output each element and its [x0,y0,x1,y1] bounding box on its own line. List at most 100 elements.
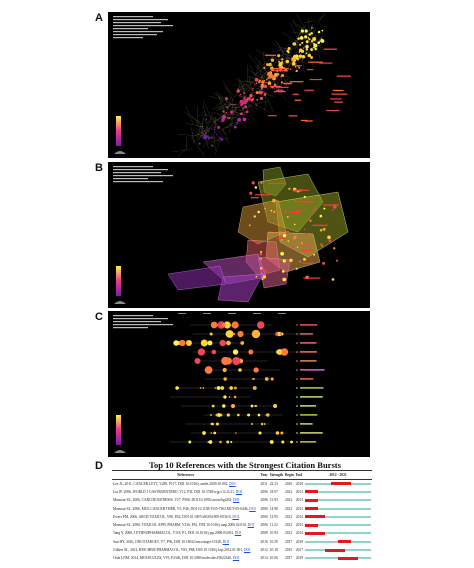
table-row: Mansour SL, 2006, MOL CANCER THER, V5, P… [112,504,372,512]
year-cell: 2006 [260,506,268,511]
begin-cell: 2015 [285,548,293,553]
burst-bar [305,498,319,502]
reference-text: Tang Y, 2008, J ETHNOPHARMACOL, V118, P1… [113,531,234,536]
doi-link[interactable]: DOI [247,523,255,528]
reference-text: Mansour SL, 2006, CARCINOGENESIS, V27, P… [113,498,233,503]
timeline-track [305,515,371,519]
year-cell: 2006 [260,523,268,528]
panel-b-legend-text [113,166,173,183]
timeline-track [305,531,371,535]
burst-bar [305,531,325,535]
table-row: Lee JL, 2011, CANCER LETT, V285, P117, D… [112,480,372,488]
year-cell: 2006 [260,514,268,519]
timeline-cell [304,504,372,512]
panel-a-nodes [198,27,351,147]
begin-cell: 2016 [285,481,293,486]
timeline-cell [304,488,372,496]
begin-cell: 2012 [285,523,293,528]
reference-text: Liu JP, 2006, WORLD J GASTROENTERO, V12,… [113,489,235,494]
panel-c-cluster-rows [169,321,313,444]
begin-cell: 2012 [285,506,293,511]
panel-label-c: C [95,311,103,323]
year-cell: 2006 [260,489,268,494]
year-cell: 2016 [260,539,268,544]
reference-text: Ewers PM, 2006, ARCH TOXICOL, V80, P62, … [113,514,232,519]
reference-text: Mansour SL, 2006, MOL CANCER THER, V5, P… [113,506,249,511]
burst-table-title: Top 10 References with the Strongest Cit… [149,460,341,470]
end-cell: 2013 [295,498,303,503]
year-cell: 2011 [260,481,268,486]
doi-link[interactable]: DOI [243,548,251,553]
panel-label-d: D [95,460,103,472]
doi-link[interactable]: DOI [232,514,239,519]
panel-a-color-scale [116,116,121,146]
timeline-track [305,498,371,502]
timeline-track [305,556,371,560]
panel-c-logo [114,450,126,453]
timeline-track [305,482,371,486]
table-row: Mansour SL, 2006, CARCINOGENESIS, V27, P… [112,496,372,504]
table-row: Tang Y, 2008, J ETHNOPHARMACOL, V118, P1… [112,529,372,537]
end-cell: 2013 [295,523,303,528]
begin-cell: 2017 [285,539,293,544]
panel-a-svg [113,12,351,158]
timeline-track [305,490,371,494]
strength-cell: 12.95 [269,514,278,519]
reference-cell: Sun HY, 2016, ONCOTARGET, V7, P56, DOI 1… [112,538,260,546]
reference-cell: Lee JL, 2011, CANCER LETT, V285, P117, D… [112,480,260,488]
doi-link[interactable]: DOI [229,481,236,486]
panel-c-color-scale [116,415,121,445]
doi-link[interactable]: DOI [235,489,243,494]
panel-b-nodes [248,181,339,282]
panel-b-logo [114,301,126,304]
reference-cell: Gilbert SL, 2012, BIOCHEM PHARMACOL, V83… [112,546,260,554]
timeline-cell [304,554,372,562]
year-cell: 2006 [260,498,268,503]
burst-table: References Year Strength Begin End 2012 … [112,470,372,562]
burst-bar [305,490,319,494]
strength-cell: 22.33 [269,481,278,486]
timeline-cell [304,538,372,546]
strength-cell: 10.59 [269,539,278,544]
burst-bar [338,540,352,544]
table-row: Liu JP, 2006, WORLD J GASTROENTERO, V12,… [112,488,372,496]
panel-b-svg [113,166,349,304]
table-row: Orda LNM, 2014, MOLECULES, V19, P2346, D… [112,554,372,562]
begin-cell: 2012 [285,514,293,519]
doi-link[interactable]: DOI [233,498,240,503]
panel-b-color-scale [116,266,121,296]
timeline-cell [304,529,372,537]
header-strength: Strength [268,470,285,480]
timeline-cell [304,521,372,529]
header-begin: Begin [284,470,295,480]
panel-label-b: B [95,162,103,174]
header-timeline: 2012 - 2021 [304,470,372,480]
doi-link[interactable]: DOI [232,556,240,561]
doi-link[interactable]: DOI [249,506,256,511]
panel-b-cluster-polygons [167,166,349,303]
strength-cell: 15.93 [269,498,278,503]
panel-b-clusters [108,162,370,308]
doi-link[interactable]: DOI [222,539,230,544]
reference-cell: Mansour SL, 2006, MOL CANCER THER, V5, P… [112,504,260,512]
panel-c-svg [113,313,325,453]
reference-cell: Ewers PM, 2006, ARCH TOXICOL, V80, P62, … [112,513,260,521]
begin-cell: 2017 [285,556,293,561]
timeline-cell [304,546,372,554]
panel-a-edges [172,12,328,158]
timeline-track [305,523,371,527]
panel-c-legend-text [113,315,173,329]
header-year: Year [259,470,269,480]
burst-bar [338,556,358,560]
panel-c-timeline [108,311,370,457]
begin-cell: 2012 [285,531,293,536]
burst-table-header: References Year Strength Begin End 2012 … [112,470,372,480]
strength-cell: 14.98 [269,506,278,511]
doi-link[interactable]: DOI [234,531,242,536]
reference-cell: Mansour SL, 2006, TOXICOL APPL PHARM, V2… [112,521,260,529]
burst-bar [324,548,345,552]
strength-cell: 11.22 [269,523,278,528]
panel-label-a: A [95,12,103,24]
begin-cell: 2012 [285,489,293,494]
strength-cell: 18.97 [269,489,278,494]
